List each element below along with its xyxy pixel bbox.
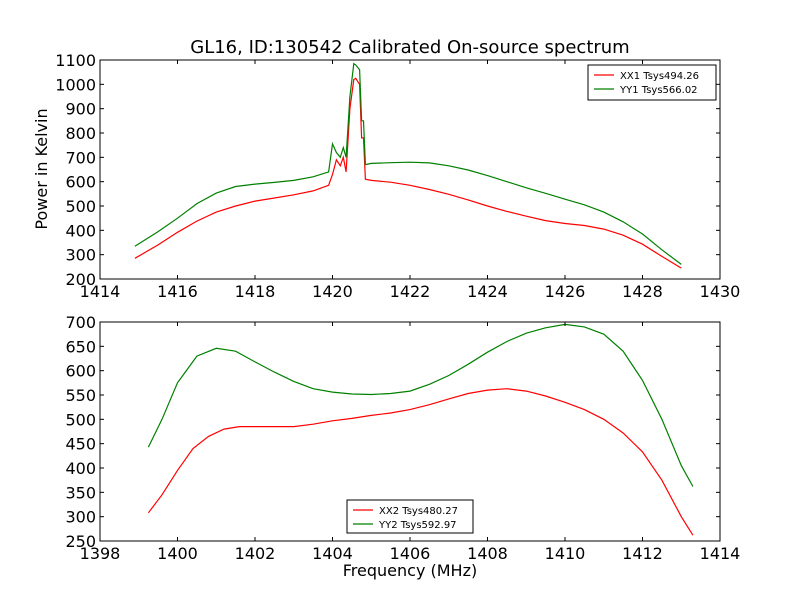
bottom-x-axis-label: Frequency (MHz) xyxy=(343,561,477,580)
legend-label: XX2 Tsys480.27 xyxy=(379,506,458,517)
y-tick-label: 600 xyxy=(65,362,96,381)
bottom-plot-frame xyxy=(99,321,721,542)
top-subplot: GL16, ID:130542 Calibrated On-source spe… xyxy=(32,37,740,301)
x-tick-label: 1406 xyxy=(390,544,431,563)
y-tick-label: 250 xyxy=(65,532,96,551)
y-tick-label: 500 xyxy=(65,197,96,216)
y-tick-label: 700 xyxy=(65,313,96,332)
x-tick-label: 1414 xyxy=(80,282,121,301)
top-y-axis-label: Power in Kelvin xyxy=(32,108,51,229)
x-tick-label: 1416 xyxy=(157,282,198,301)
series-line-2 xyxy=(134,62,682,265)
y-tick-label: 400 xyxy=(65,221,96,240)
bottom-subplot: Frequency (MHz) 1398 1400 1402 1404 1406 1408… xyxy=(65,313,740,580)
y-tick-label: 1000 xyxy=(55,75,96,94)
x-tick-label: 1424 xyxy=(467,282,508,301)
top-legend: XX1 Tsys494.26 YY1 Tsys566.02 xyxy=(587,64,717,101)
x-tick-label: 1412 xyxy=(622,544,663,563)
bottom-legend: XX2 Tsys480.27 YY2 Tsys592.97 xyxy=(346,499,474,534)
y-tick-label: 700 xyxy=(65,148,96,167)
series-line-2 xyxy=(147,323,694,487)
legend-box xyxy=(587,64,717,101)
x-tick-label: 1400 xyxy=(157,544,198,563)
y-tick-label: 900 xyxy=(65,100,96,119)
legend-label: YY1 Tsys566.02 xyxy=(619,85,698,96)
series-line-1 xyxy=(134,77,682,269)
top-ticks-group: 1414 1416 1418 1420 1422 1424 1426 1428 1430 200 3… xyxy=(55,51,740,301)
y-tick-label: 600 xyxy=(65,173,96,192)
x-tick-label: 1414 xyxy=(700,544,741,563)
x-tick-label: 1418 xyxy=(235,282,276,301)
x-tick-label: 1410 xyxy=(545,544,586,563)
bottom-ticks-group: 1398 1400 1402 1404 1406 1408 1410 1412 1414 250 3… xyxy=(65,313,740,563)
top-series-group xyxy=(134,62,682,269)
x-tick-label: 1402 xyxy=(235,544,276,563)
series-line-1 xyxy=(147,388,694,536)
x-tick-label: 1430 xyxy=(700,282,741,301)
y-tick-label: 300 xyxy=(65,508,96,527)
x-tick-label: 1404 xyxy=(312,544,353,563)
legend-box xyxy=(346,499,474,534)
y-tick-label: 1100 xyxy=(55,51,96,70)
top-chart-title: GL16, ID:130542 Calibrated On-source spe… xyxy=(190,37,629,58)
x-tick-label: 1422 xyxy=(390,282,431,301)
y-tick-label: 500 xyxy=(65,410,96,429)
y-tick-label: 300 xyxy=(65,246,96,265)
x-tick-label: 1428 xyxy=(622,282,663,301)
x-tick-label: 1426 xyxy=(545,282,586,301)
y-tick-label: 800 xyxy=(65,124,96,143)
legend-label: XX1 Tsys494.26 xyxy=(620,71,699,82)
y-tick-label: 200 xyxy=(65,270,96,289)
y-tick-label: 350 xyxy=(65,483,96,502)
y-tick-label: 650 xyxy=(65,337,96,356)
top-plot-frame xyxy=(99,59,721,280)
y-tick-label: 400 xyxy=(65,459,96,478)
x-tick-label: 1408 xyxy=(467,544,508,563)
y-tick-label: 450 xyxy=(65,435,96,454)
legend-label: YY2 Tsys592.97 xyxy=(378,520,457,531)
x-tick-label: 1398 xyxy=(80,544,121,563)
y-tick-label: 550 xyxy=(65,386,96,405)
bottom-series-group xyxy=(147,323,694,536)
x-tick-label: 1420 xyxy=(312,282,353,301)
